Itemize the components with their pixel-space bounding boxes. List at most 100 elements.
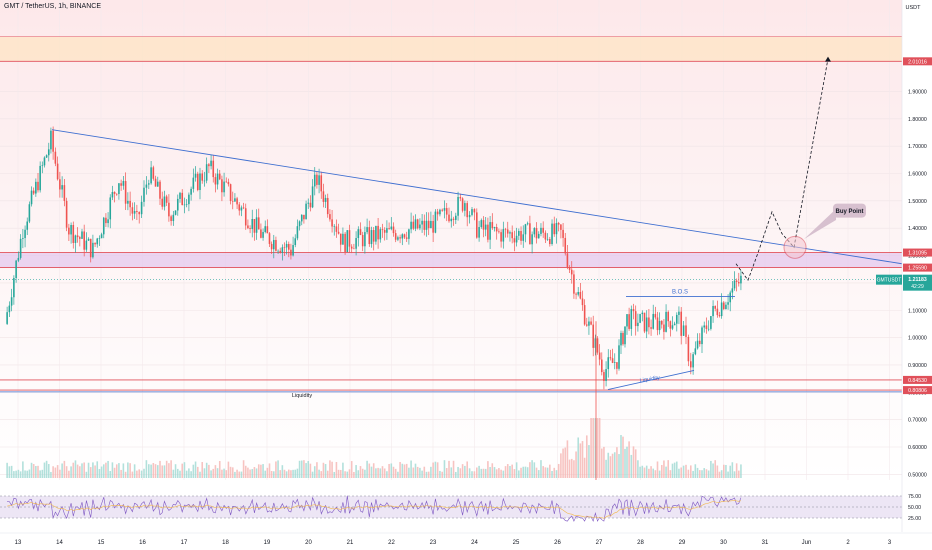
- symbol-tag: [876, 274, 902, 285]
- volume-bar: [140, 470, 143, 478]
- candle-body: [423, 220, 426, 230]
- volume-bar: [81, 463, 83, 478]
- volume-bar: [414, 463, 417, 478]
- projected-arrowhead: [825, 56, 831, 62]
- candle-body: [83, 231, 85, 250]
- volume-bar: [705, 469, 708, 478]
- volume-bar: [63, 460, 66, 478]
- candle-body: [208, 164, 210, 167]
- candle-body: [247, 225, 249, 229]
- volume-bar: [372, 463, 375, 478]
- candle-body: [159, 181, 161, 199]
- volume-bar: [624, 448, 626, 478]
- volume-bar: [159, 460, 161, 478]
- candle-body: [32, 190, 35, 194]
- countdown-text: 42:29: [911, 284, 924, 290]
- volume-bar: [111, 462, 114, 478]
- candle-body: [562, 229, 564, 238]
- volume-bar: [613, 452, 616, 478]
- candle-body: [473, 209, 476, 213]
- candle-body: [703, 325, 706, 328]
- liquidity-diagonal: [607, 369, 695, 391]
- candle-body: [309, 202, 312, 208]
- candle-body: [654, 313, 657, 318]
- volume-bar: [511, 464, 513, 478]
- volume-bar: [616, 447, 618, 478]
- volume-bar: [551, 470, 553, 478]
- candle-body: [491, 222, 494, 229]
- volume-bar: [251, 469, 254, 478]
- rsi-tick-label: 75.00: [908, 494, 921, 500]
- volume-bar: [735, 463, 738, 478]
- candle-body: [324, 197, 327, 202]
- candle-body: [598, 352, 601, 360]
- candle-body: [39, 165, 41, 191]
- candle-body: [344, 233, 346, 253]
- candle-body: [675, 314, 678, 324]
- candle-layer: [6, 126, 742, 497]
- candle-body: [632, 309, 635, 312]
- price-level-tag: [903, 263, 932, 272]
- candle-body: [348, 230, 351, 247]
- candle-body: [87, 238, 90, 241]
- volume-bar: [513, 469, 516, 478]
- volume-bar: [24, 470, 26, 478]
- candle-body: [102, 217, 105, 235]
- candle-body: [712, 305, 714, 317]
- candle-body: [605, 369, 607, 381]
- volume-bar: [41, 469, 44, 478]
- price-level-tag: [903, 57, 932, 66]
- price-level-tag: [903, 386, 932, 395]
- candle-body: [663, 324, 665, 332]
- rsi-tick-label: 25.00: [908, 516, 921, 522]
- candle-body: [85, 240, 88, 250]
- candle-body: [603, 372, 605, 381]
- candle-body: [461, 198, 464, 211]
- candle-body: [105, 217, 107, 224]
- current-price-text: 1.21183: [908, 277, 927, 283]
- candle-body: [272, 239, 275, 250]
- volume-bar: [131, 471, 134, 478]
- candle-body: [729, 292, 732, 303]
- candle-body: [394, 233, 397, 240]
- volume-bar: [194, 461, 197, 478]
- volume-bar: [498, 468, 500, 478]
- volume-bar: [277, 460, 279, 478]
- candle-body: [131, 207, 134, 214]
- volume-bar: [348, 469, 351, 478]
- volume-bar: [500, 469, 502, 478]
- volume-bar: [480, 468, 483, 478]
- volume-bar: [244, 465, 247, 478]
- candle-body: [150, 167, 152, 184]
- volume-bar: [658, 470, 661, 478]
- candle-body: [353, 248, 355, 250]
- volume-bar: [337, 469, 340, 478]
- candle-body: [127, 200, 129, 204]
- volume-bar: [105, 462, 107, 478]
- candle-body: [410, 221, 412, 230]
- candle-body: [194, 173, 197, 178]
- candle-body: [403, 234, 406, 238]
- volume-bar: [603, 446, 605, 478]
- candle-body: [52, 130, 54, 152]
- candle-body: [311, 186, 314, 208]
- candle-body: [140, 201, 143, 215]
- volume-bar: [287, 469, 290, 478]
- volume-bar: [281, 465, 284, 478]
- volume-bar: [225, 470, 228, 478]
- candle-body: [533, 228, 536, 235]
- volume-bar: [425, 471, 428, 478]
- liquidity-diagonal-label: Liquidity: [639, 375, 660, 384]
- volume-bar: [188, 468, 190, 478]
- volume-bar: [8, 466, 11, 478]
- volume-bar: [247, 467, 249, 478]
- volume-bar: [366, 460, 368, 478]
- candle-body: [240, 207, 243, 211]
- candle-body: [120, 183, 122, 186]
- volume-bar: [560, 453, 562, 478]
- candle-body: [152, 167, 155, 179]
- candle-body: [203, 180, 206, 182]
- candle-body: [436, 211, 439, 215]
- volume-bar: [65, 466, 68, 478]
- volume-bar: [375, 468, 377, 478]
